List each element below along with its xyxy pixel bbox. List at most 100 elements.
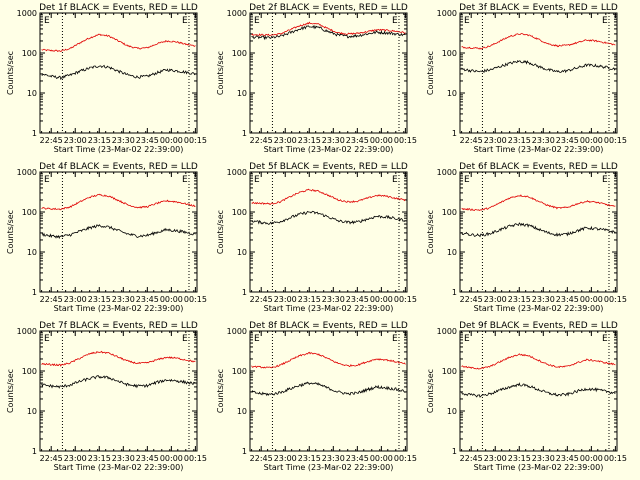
series-events-line — [461, 222, 616, 238]
series-events-line — [461, 382, 616, 398]
x-tick-label: 00:00 — [160, 136, 183, 145]
x-tick-label: 23:00 — [64, 136, 87, 145]
panel-det-3f: Det 3f BLACK = Events, RED = LLD 1 10 100 10… — [426, 3, 627, 154]
x-axis-label: Start Time (23-Mar-02 22:39:00) — [474, 145, 604, 154]
x-tick-label: 00:00 — [370, 136, 393, 145]
x-tick-label: 23:30 — [532, 295, 555, 304]
x-tick-label: 23:00 — [484, 295, 507, 304]
series-events-line — [461, 59, 616, 74]
x-tick-label: 23:45 — [556, 136, 579, 145]
y-tick-label: 100 — [22, 367, 37, 376]
y-axis-label: Counts/sec — [216, 210, 225, 254]
event-marker-e: E — [44, 16, 50, 26]
x-tick-label: 23:45 — [346, 136, 369, 145]
event-marker-e: E — [182, 175, 188, 185]
y-tick-label: 1000 — [17, 168, 37, 177]
y-tick-label: 10 — [237, 248, 247, 257]
x-tick-label: 23:15 — [298, 136, 321, 145]
x-tick-label: 00:15 — [394, 454, 417, 463]
x-tick-label: 00:00 — [580, 295, 603, 304]
series-events-line — [251, 24, 406, 41]
plot-frame — [249, 171, 408, 293]
x-tick-label: 22:45 — [250, 295, 273, 304]
series-lld-line — [461, 353, 616, 370]
y-tick-label: 10 — [447, 89, 457, 98]
event-marker-e: E — [464, 16, 470, 26]
y-tick-label: 100 — [442, 367, 457, 376]
y-tick-label: 100 — [442, 208, 457, 217]
event-marker-e: E — [602, 16, 608, 26]
panel-title: Det 3f BLACK = Events, RED = LLD — [459, 3, 618, 13]
series-lld-line — [251, 188, 406, 206]
y-axis-label: Counts/sec — [426, 369, 435, 413]
y-tick-label: 1 — [32, 129, 37, 138]
series-lld-line — [41, 350, 196, 367]
y-tick-label: 10 — [447, 407, 457, 416]
x-tick-label: 23:15 — [298, 295, 321, 304]
x-tick-label: 23:45 — [556, 454, 579, 463]
x-tick-label: 00:15 — [604, 136, 627, 145]
plot-frame — [249, 12, 408, 134]
x-axis-label: Start Time (23-Mar-02 22:39:00) — [54, 463, 184, 472]
x-tick-label: 23:30 — [322, 295, 345, 304]
y-tick-label: 1000 — [17, 327, 37, 336]
x-tick-label: 23:15 — [88, 295, 111, 304]
panel-title: Det 4f BLACK = Events, RED = LLD — [39, 162, 198, 172]
x-tick-label: 23:45 — [556, 295, 579, 304]
event-marker-e: E — [602, 334, 608, 344]
x-tick-label: 23:30 — [532, 454, 555, 463]
series-lld-line — [251, 351, 406, 369]
event-marker-e: E — [182, 16, 188, 26]
event-marker-e: E — [254, 175, 260, 185]
series-lld-line — [251, 21, 406, 37]
x-tick-label: 23:15 — [298, 454, 321, 463]
series-lld-line — [461, 33, 616, 50]
y-tick-label: 1000 — [437, 327, 457, 336]
x-tick-label: 23:00 — [484, 136, 507, 145]
panel-title: Det 5f BLACK = Events, RED = LLD — [249, 162, 408, 172]
event-marker-e: E — [392, 334, 398, 344]
y-tick-label: 100 — [22, 49, 37, 58]
event-marker-e: E — [392, 16, 398, 26]
y-tick-label: 1 — [452, 288, 457, 297]
y-tick-label: 1 — [452, 129, 457, 138]
x-tick-label: 22:45 — [40, 136, 63, 145]
y-tick-label: 10 — [237, 407, 247, 416]
y-tick-label: 1000 — [227, 9, 247, 18]
panel-det-2f: Det 2f BLACK = Events, RED = LLD 1 10 100 10… — [216, 3, 417, 154]
y-tick-label: 1 — [242, 288, 247, 297]
x-tick-label: 22:45 — [460, 295, 483, 304]
y-tick-label: 1000 — [437, 9, 457, 18]
series-events-line — [251, 210, 406, 225]
panel-title: Det 2f BLACK = Events, RED = LLD — [249, 3, 408, 13]
x-tick-label: 00:15 — [184, 454, 207, 463]
x-axis-label: Start Time (23-Mar-02 22:39:00) — [474, 304, 604, 313]
panel-title: Det 6f BLACK = Events, RED = LLD — [459, 162, 618, 172]
event-marker-e: E — [464, 175, 470, 185]
y-tick-label: 1 — [242, 129, 247, 138]
x-axis-label: Start Time (23-Mar-02 22:39:00) — [54, 304, 184, 313]
panel-title: Det 1f BLACK = Events, RED = LLD — [39, 3, 198, 13]
x-tick-label: 23:45 — [346, 295, 369, 304]
plot-frame — [249, 330, 408, 452]
x-tick-label: 23:45 — [136, 295, 159, 304]
y-tick-label: 1 — [242, 447, 247, 456]
y-tick-label: 1000 — [227, 327, 247, 336]
x-tick-label: 23:15 — [88, 454, 111, 463]
y-tick-label: 1 — [32, 288, 37, 297]
y-axis-label: Counts/sec — [6, 210, 15, 254]
x-tick-label: 23:45 — [346, 454, 369, 463]
event-marker-e: E — [392, 175, 398, 185]
panel-title: Det 8f BLACK = Events, RED = LLD — [249, 321, 408, 331]
x-tick-label: 23:30 — [322, 136, 345, 145]
x-tick-label: 23:30 — [322, 454, 345, 463]
x-tick-label: 00:00 — [370, 295, 393, 304]
x-tick-label: 22:45 — [460, 454, 483, 463]
x-tick-label: 00:00 — [580, 454, 603, 463]
x-tick-label: 22:45 — [460, 136, 483, 145]
x-tick-label: 00:15 — [604, 454, 627, 463]
event-marker-e: E — [254, 16, 260, 26]
x-tick-label: 23:15 — [508, 454, 531, 463]
panel-title: Det 7f BLACK = Events, RED = LLD — [39, 321, 198, 331]
x-tick-label: 22:45 — [40, 454, 63, 463]
